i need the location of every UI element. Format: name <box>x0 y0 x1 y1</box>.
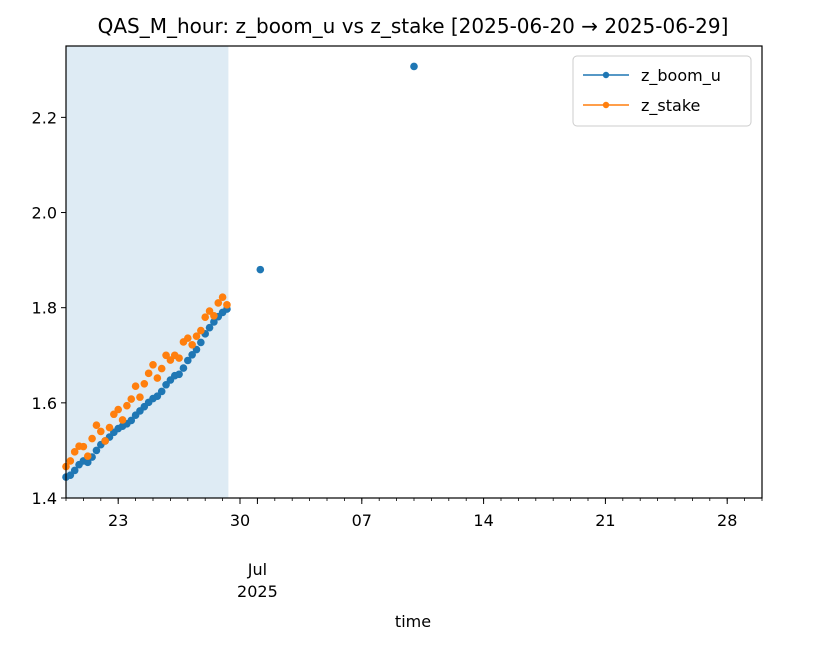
data-point-z_stake <box>144 369 153 378</box>
data-point-z_stake <box>118 416 127 424</box>
data-point-z_stake <box>218 293 227 302</box>
data-point-z_stake <box>70 448 79 456</box>
highlight-span <box>66 46 229 498</box>
data-point-z_boom_u <box>179 364 188 372</box>
data-point-z_stake <box>105 423 114 432</box>
legend-box <box>572 55 752 127</box>
legend-marker-z_stake <box>602 101 610 109</box>
y-tick-label: 2.2 <box>32 108 57 127</box>
x-tick-label: 30 <box>230 511 250 530</box>
chart-title: QAS_M_hour: z_boom_u vs z_stake [2025-06… <box>98 14 729 38</box>
legend-marker-z_boom_u <box>602 71 610 79</box>
data-point-z_boom_u <box>157 387 166 396</box>
data-point-z_stake <box>223 301 231 309</box>
data-point-z_stake <box>197 326 205 335</box>
data-point-z_stake <box>97 427 105 436</box>
data-point-z_boom_u <box>83 458 92 467</box>
data-point-z_stake <box>210 311 218 320</box>
y-tick-label: 1.6 <box>32 394 57 413</box>
data-point-z_stake <box>79 442 88 451</box>
data-point-z_stake <box>149 360 157 369</box>
data-point-z_boom_u <box>256 265 265 274</box>
data-point-z_stake <box>88 434 96 443</box>
series-layer <box>62 62 418 481</box>
data-point-z_stake <box>153 374 162 382</box>
data-point-z_stake <box>114 405 122 414</box>
y-tick-label: 1.4 <box>32 489 57 508</box>
data-point-z_stake <box>188 340 196 349</box>
x-month-label: Jul <box>247 560 267 579</box>
legend-label-z_stake: z_stake <box>641 96 700 116</box>
series-z_stake <box>62 293 231 471</box>
legend-label-z_boom_u: z_boom_u <box>641 66 721 86</box>
data-point-z_boom_u <box>70 466 79 475</box>
data-point-z_stake <box>83 452 92 460</box>
series-z_boom_u <box>62 62 418 481</box>
x-tick-label: 28 <box>717 511 737 530</box>
data-point-z_boom_u <box>92 446 101 455</box>
y-axis: 1.4 1.6 1.8 2.0 2.2 <box>32 108 66 508</box>
legend: z_boom_u z_stake <box>572 55 752 127</box>
data-point-z_boom_u <box>175 370 183 379</box>
y-tick-label: 2.0 <box>32 204 57 223</box>
x-tick-label: 21 <box>595 511 615 530</box>
data-point-z_stake <box>175 354 183 362</box>
data-point-z_boom_u <box>210 318 218 326</box>
data-point-z_boom_u <box>197 338 205 347</box>
data-point-z_boom_u <box>205 323 214 332</box>
data-point-z_stake <box>66 457 75 465</box>
data-point-z_stake <box>157 364 166 373</box>
x-axis: 23 30 07 14 21 28 Jul 2025 <box>65 498 763 601</box>
data-point-z_boom_u <box>188 350 196 359</box>
x-tick-label: 14 <box>473 511 493 530</box>
data-point-z_stake <box>192 332 201 341</box>
data-point-z_stake <box>201 313 209 322</box>
data-point-z_stake <box>123 401 131 410</box>
data-point-z_stake <box>136 393 144 401</box>
x-tick-label: 23 <box>108 511 128 530</box>
data-point-z_stake <box>92 421 101 430</box>
data-point-z_stake <box>131 382 140 390</box>
y-tick-label: 1.8 <box>32 299 57 318</box>
data-point-z_boom_u <box>410 62 418 71</box>
data-point-z_stake <box>184 334 192 342</box>
x-year-label: 2025 <box>237 582 278 601</box>
data-point-z_boom_u <box>184 356 192 365</box>
data-point-z_stake <box>101 437 109 445</box>
data-point-z_stake <box>127 395 136 403</box>
x-tick-label: 07 <box>352 511 372 530</box>
x-axis-label: time <box>395 612 431 631</box>
data-point-z_stake <box>140 380 149 388</box>
data-point-z_stake <box>214 299 223 307</box>
data-point-z_boom_u <box>127 416 136 425</box>
plot-area <box>62 45 763 499</box>
